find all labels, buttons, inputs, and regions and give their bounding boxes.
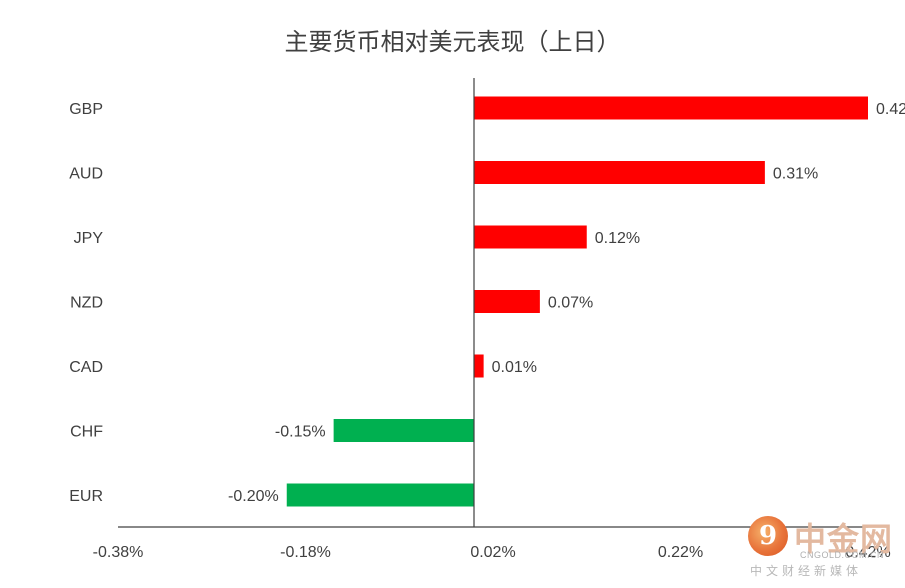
bar-cad xyxy=(474,354,484,378)
data-label-eur: -0.20% xyxy=(228,488,279,505)
bar-eur xyxy=(286,483,474,507)
chart-title: 主要货币相对美元表现（上日） xyxy=(284,28,621,56)
labels-layer: GBP 0.42% AUD 0.31% JPY 0.12% NZD 0.07% CAD 0.01%… xyxy=(69,101,905,505)
data-label-chf: -0.15% xyxy=(275,424,326,441)
category-label-eur: EUR xyxy=(69,488,103,505)
watermark-site: CNGOLD.COM.CN xyxy=(800,550,885,560)
bar-chf xyxy=(333,419,474,442)
cngold-logo-icon: 9 xyxy=(748,516,788,556)
data-label-nzd: 0.07% xyxy=(548,295,593,312)
category-label-aud: AUD xyxy=(69,166,103,183)
x-tick-label: 0.42% xyxy=(845,544,890,561)
x-tick-label: -0.38% xyxy=(93,544,144,561)
cngold-watermark: 9 中金网 CNGOLD.COM.CN 中文财经新媒体 xyxy=(748,512,898,582)
bars-layer xyxy=(286,96,868,507)
category-label-nzd: NZD xyxy=(70,295,103,312)
data-label-aud: 0.31% xyxy=(773,166,818,183)
bar-aud xyxy=(474,161,765,184)
axis-layer: -0.38% -0.18% 0.02% 0.22% 0.42% xyxy=(93,78,891,561)
watermark-slogan: 中文财经新媒体 xyxy=(750,564,863,578)
category-label-chf: CHF xyxy=(70,424,103,441)
category-label-cad: CAD xyxy=(69,359,103,376)
x-tick-label: 0.02% xyxy=(470,544,515,561)
category-label-jpy: JPY xyxy=(74,230,104,247)
data-label-jpy: 0.12% xyxy=(595,230,640,247)
bar-nzd xyxy=(474,290,540,313)
x-tick-label: -0.18% xyxy=(280,544,331,561)
watermark-name: 中金网 xyxy=(794,520,894,558)
x-tick-label: 0.22% xyxy=(658,544,703,561)
category-label-gbp: GBP xyxy=(69,101,103,118)
data-label-cad: 0.01% xyxy=(492,359,537,376)
bar-jpy xyxy=(474,225,587,249)
bar-gbp xyxy=(474,96,868,120)
data-label-gbp: 0.42% xyxy=(876,101,905,118)
